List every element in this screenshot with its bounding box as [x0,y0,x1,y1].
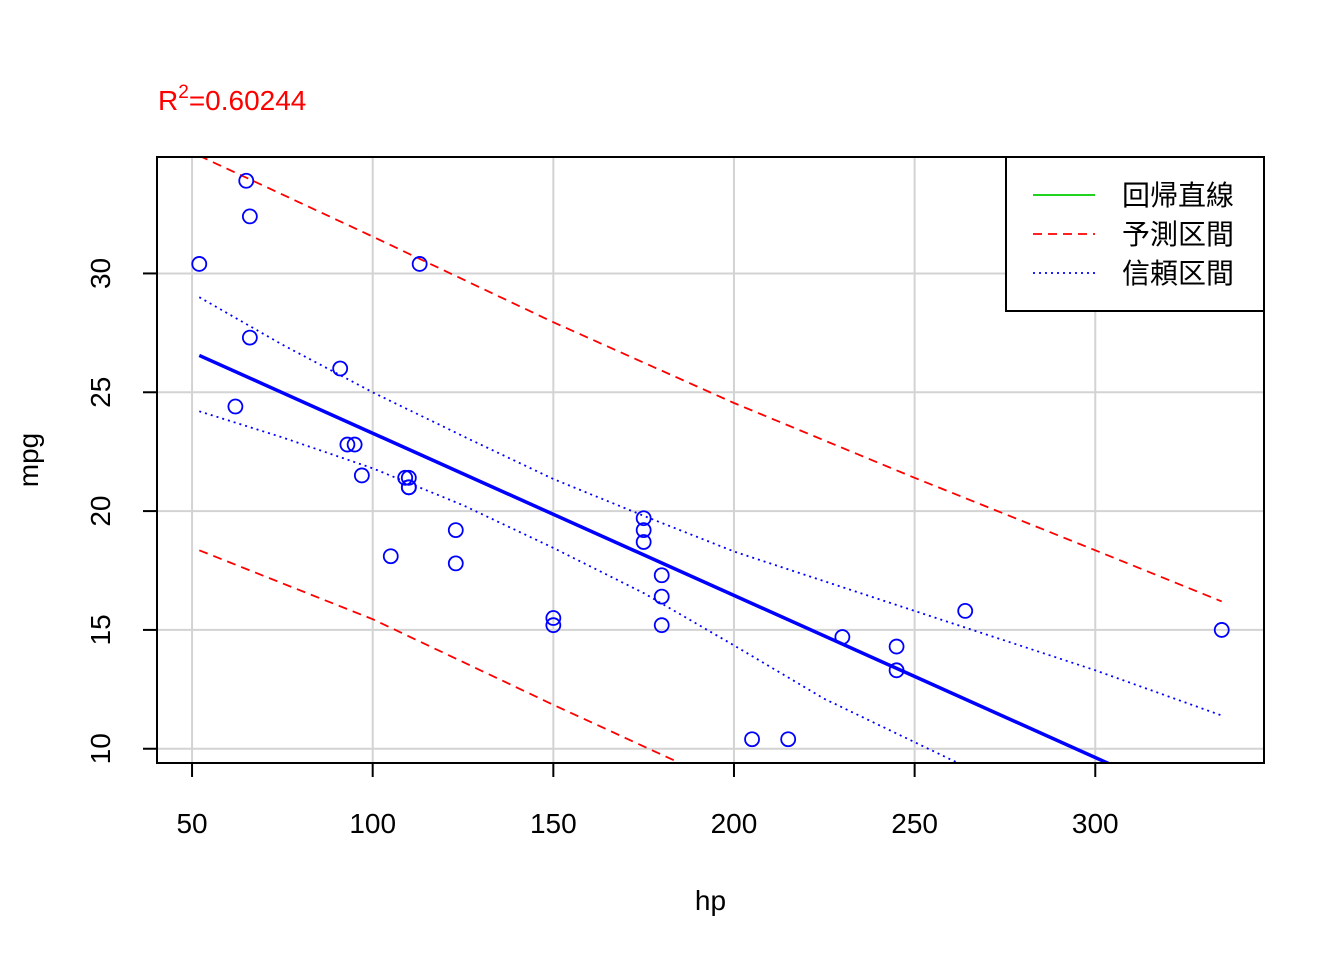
confidence-interval-lower [199,410,959,763]
y-tick-label-3: 25 [85,377,116,408]
legend-label-confidence: 信頼区間 [1122,257,1234,290]
data-point-31 [397,469,414,486]
data-point-18 [191,256,208,272]
x-tick-label-1: 100 [349,808,396,839]
data-point-1 [400,479,417,496]
data-point-17 [241,208,258,225]
data-point-7 [227,398,244,415]
data-point-13 [653,617,670,634]
confidence-interval-upper [198,296,1223,717]
legend: 回帰直線 予測区間 信頼区間 [1005,156,1265,312]
data-point-14 [744,731,760,748]
data-point-16 [834,629,851,645]
data-point-3 [400,469,417,486]
data-point-25 [241,329,258,346]
x-tick-label-2: 150 [530,808,577,839]
y-axis: 10 15 20 25 30 [85,258,158,764]
data-point-12 [653,567,670,584]
r2-value: =0.60244 [189,85,307,116]
data-point-9 [447,522,464,539]
data-point-10 [447,555,464,572]
r-squared-annotation: R2=0.60244 [158,82,306,116]
data-point-8 [346,436,363,453]
data-points [191,172,1230,748]
data-point-20 [353,467,370,484]
legend-label-regression: 回帰直線 [1122,179,1234,212]
legend-label-prediction: 予測区間 [1122,218,1234,251]
r2-superscript: 2 [178,82,189,103]
data-point-28 [957,603,974,619]
data-point-29 [635,510,652,527]
data-point-19 [238,172,255,189]
data-point-6 [888,638,905,655]
y-axis-label: mpg [13,433,44,487]
data-point-26 [332,360,349,377]
prediction-interval-lower [198,549,681,763]
x-axis-label: hp [695,885,726,916]
data-point-23 [888,662,905,679]
data-point-15 [780,731,797,748]
confidence-interval-lines [198,296,1223,763]
prediction-interval-upper [199,157,1223,603]
x-axis: 50 100 150 200 250 300 [176,762,1119,839]
y-tick-label-1: 15 [85,614,116,645]
data-point-22 [545,617,562,634]
y-tick-label-4: 30 [85,258,116,289]
x-tick-label-0: 50 [176,808,207,839]
r2-prefix: R [158,85,178,116]
data-point-11 [653,588,670,605]
y-tick-label-0: 10 [85,733,116,764]
data-point-21 [545,610,562,626]
data-point-4 [635,534,652,550]
regression-line [198,353,1112,763]
x-tick-label-4: 250 [891,808,938,839]
data-point-30 [1213,622,1230,638]
data-point-24 [635,522,652,539]
data-point-2 [339,436,356,453]
prediction-interval-lines [198,157,1223,763]
y-tick-label-2: 20 [85,496,116,527]
x-tick-label-3: 200 [711,808,758,839]
data-point-27 [411,256,428,272]
x-tick-label-5: 300 [1072,808,1119,839]
data-point-5 [382,548,399,565]
regression-line-layer [198,353,1112,763]
